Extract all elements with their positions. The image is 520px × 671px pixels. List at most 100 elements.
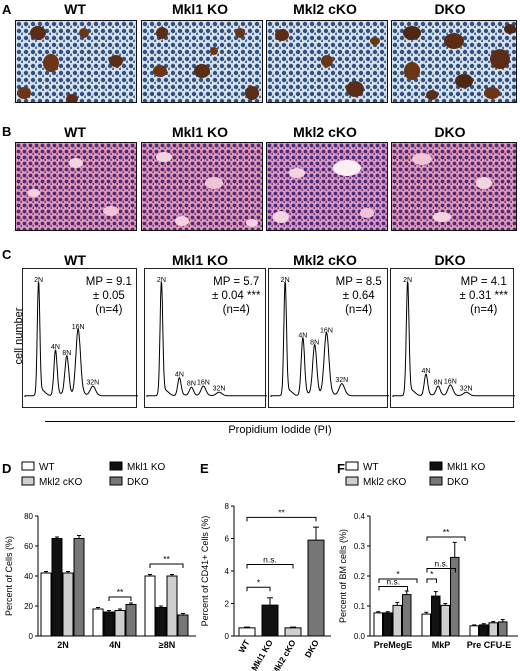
flow-panel-1: 2N 4N 8N 16N 32N MP = 5.7 ± 0.04 *** (n=4) [144,268,267,408]
legend-swatch [345,461,359,471]
micrograph-b-wt [15,142,137,231]
sig-bracket-4n [108,596,132,601]
sig-bracket-mkp-ns [426,568,456,573]
sig-bracket-dko-label: ** [278,507,285,517]
he-image-mkl2 [267,143,387,230]
bar [421,613,431,637]
flow-trace-0 [24,281,138,397]
bar [488,622,498,637]
peak-label-8N: 8N [187,381,196,388]
y-tick-label: 80 [24,512,33,521]
peak-label-4N: 4N [421,368,430,375]
bar [450,556,460,637]
flow-histograms: 2N 4N 8N 16N 32N MP = 9.1 ± 0.05 (n=4) 2N 4N 8N 16N… [22,268,516,408]
sig-bracket-mkp-dko [426,536,466,541]
peak-label-32N: 32N [335,377,348,384]
y-tick-label: 0.1 [354,602,366,611]
bar [373,612,383,637]
col-title-dko-c: DKO [434,252,466,268]
he-image-dko [392,143,516,230]
bar [498,621,508,637]
bar [402,594,412,637]
legend-label: Mkl1 KO [447,462,486,473]
y-tick-label: 8 [225,502,230,511]
flow-panel-3: 2N 4N 8N 16N 32N MP = 4.1 ± 0.31 *** (n=4) [390,268,515,408]
flow-panel-2: 2N 4N 8N 16N 32N MP = 8.5 ± 0.64 (n=4) [268,268,389,408]
col-title-mkl1-b: Mkl1 KO [171,124,228,140]
sig-bracket-mkp-dko-label: ** [443,527,450,537]
chart-d: WT Mkl1 KO Mkl2 cKO DKO 0 20 40 60 80 2N 4N ≥8N Perc… [4,461,196,650]
sig-bracket-4n-label: ** [117,587,124,597]
mp-error: ± 0.31 *** [459,290,508,302]
chart-f: WT Mkl1 KO Mkl2 cKO DKO 0.0 0.1 0.2 0.3 0.4 Perce… [338,461,518,650]
legend-swatch [429,461,443,471]
sig-bracket-premege-star [378,578,418,583]
y-tick-label: 0.0 [354,632,366,641]
x-tick-label: ≥8N [159,640,175,650]
col-title-wt-b: WT [64,124,86,140]
mp-value: MP = 9.1 [86,276,132,288]
bar [383,612,393,637]
flow-trace-3 [392,281,515,397]
peak-label-32N: 32N [460,385,473,392]
sig-bracket-8n-label: ** [163,554,170,564]
mp-n: (n=4) [223,304,250,316]
sig-bracket-mkp-star [426,578,437,583]
sig-bracket-dko [246,516,317,522]
peak-label-4N: 4N [175,371,184,378]
mp-n: (n=4) [345,304,372,316]
legend-swatch [21,461,35,471]
sig-bracket-mkl2-label: n.s. [263,555,277,565]
bar [261,604,279,637]
mp-n: (n=4) [470,304,497,316]
peak-label-4N: 4N [298,332,307,339]
sig-bracket-premege-star-label: * [396,569,400,579]
sig-bracket-8n [149,563,184,568]
peak-label-8N: 8N [310,339,319,346]
peak-label-2N: 2N [34,277,43,284]
legend-swatch [345,476,359,486]
panel-label-f: F [337,461,345,476]
legend-swatch [429,476,443,486]
peak-label-16N: 16N [320,328,333,335]
y-axis-label: Percent of BM cells (%) [338,529,348,623]
x-tick-label: Pre CFU-E [467,640,512,650]
legend-label: Mkl1 KO [127,462,166,473]
sig-bracket-mkp-ns-label: n.s. [434,559,448,569]
bar [51,538,63,637]
legend-label: Mkl2 cKO [363,477,407,488]
col-title-dko-a: DKO [434,1,466,17]
peak-label-4N: 4N [51,344,60,351]
mp-error: ± 0.64 [343,290,375,302]
y-tick-label: 0.4 [354,512,366,521]
legend-swatch [21,476,35,486]
bar [469,625,479,637]
x-tick-label: PreMegE [374,640,413,650]
mp-value: MP = 4.1 [461,276,507,288]
sig-bracket-mkl1-label: * [257,577,261,587]
y-tick-label: 40 [24,572,33,581]
flow-trace-1 [146,281,267,397]
y-tick-label: 6 [225,535,230,544]
bar [479,624,489,637]
flow-trace-2 [270,281,389,397]
peak-label-16N: 16N [72,324,85,331]
ihc-image-dko [392,21,516,102]
peak-label-32N: 32N [213,385,226,392]
panel-label-b: B [2,124,12,139]
bar [284,627,302,637]
mp-value: MP = 5.7 [213,276,259,288]
bar [92,608,104,637]
bar [114,610,126,637]
col-title-mkl2-a: Mkl2 cKO [293,1,357,17]
x-tick-label: MkP [432,640,451,650]
mp-error: ± 0.04 *** [212,290,261,302]
col-title-wt-c: WT [64,252,86,268]
peak-label-2N: 2N [157,277,166,284]
bar [73,538,85,637]
bar [40,572,52,637]
bar [238,627,256,637]
